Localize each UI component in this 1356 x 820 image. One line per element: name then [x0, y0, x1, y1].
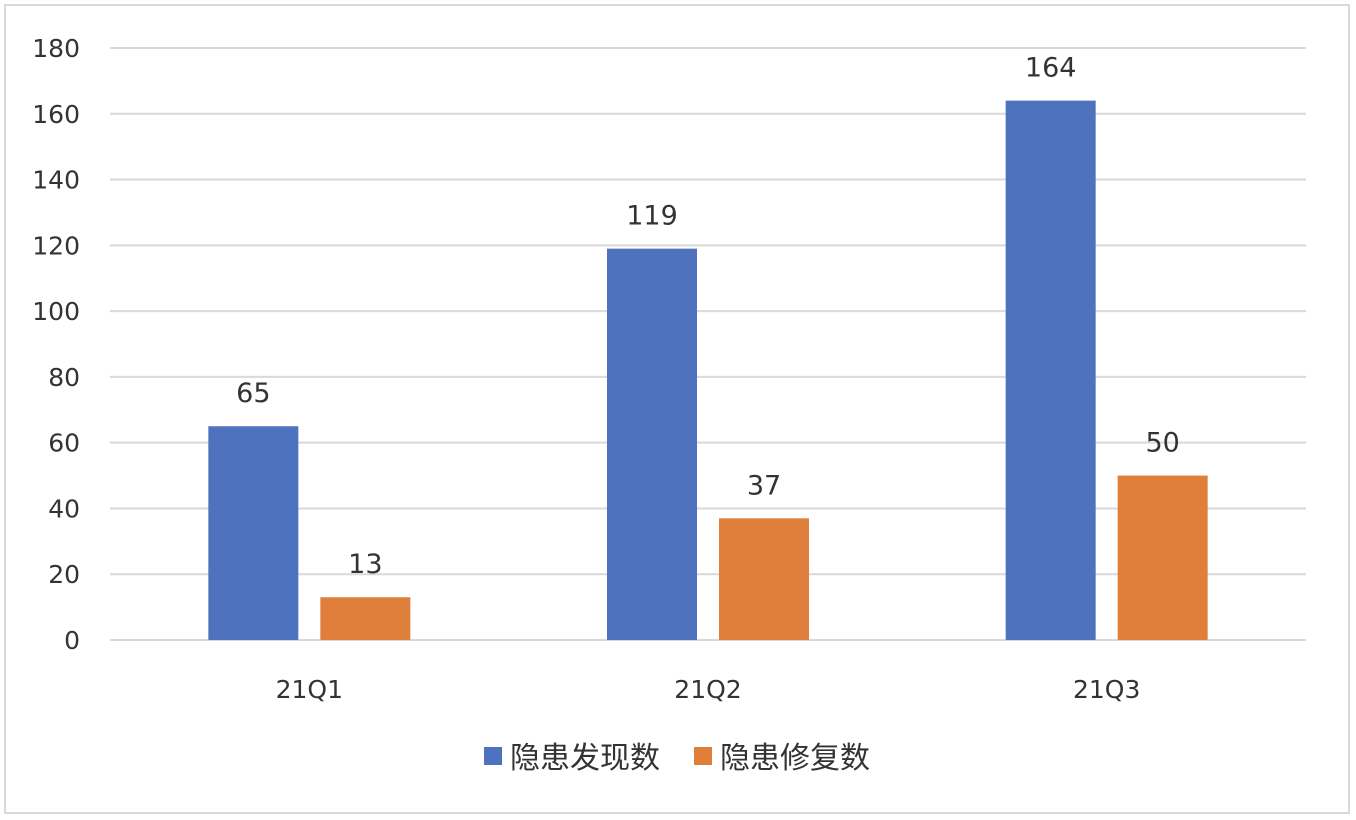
- legend-item: 隐患发现数: [484, 741, 660, 776]
- x-tick-label: 21Q3: [1073, 675, 1140, 704]
- x-tick-label: 21Q1: [276, 675, 343, 704]
- bar-21Q2-series-2: [719, 518, 809, 640]
- data-label: 65: [236, 378, 270, 409]
- y-tick-label: 120: [32, 231, 80, 260]
- y-tick-label: 40: [48, 494, 80, 523]
- legend-label: 隐患发现数: [510, 741, 660, 776]
- y-tick-label: 80: [48, 363, 80, 392]
- y-tick-label: 140: [32, 166, 80, 195]
- legend-item: 隐患修复数: [694, 741, 870, 776]
- chart-frame: 0 20 40 60 80 100 120 140 160 180 65 13 119 37 164 50 …: [4, 4, 1350, 814]
- x-axis-categories: 21Q1 21Q2 21Q3: [276, 675, 1141, 704]
- bar-21Q2-series-1: [607, 248, 697, 640]
- bar-21Q3-series-1: [1005, 100, 1096, 641]
- bars: [208, 100, 1208, 641]
- y-tick-label: 180: [32, 34, 80, 63]
- data-labels: 65 13 119 37 164 50: [236, 53, 1180, 581]
- gridlines: [110, 47, 1306, 641]
- y-tick-label: 20: [48, 560, 80, 589]
- y-axis-ticks: 0 20 40 60 80 100 120 140 160 180: [32, 34, 80, 655]
- bar-21Q1-series-1: [208, 426, 299, 640]
- bar-21Q3-series-2: [1117, 475, 1208, 640]
- data-label: 119: [626, 201, 678, 232]
- bar-21Q1-series-2: [320, 597, 411, 640]
- data-label: 50: [1145, 428, 1179, 459]
- legend-label: 隐患修复数: [720, 741, 870, 776]
- legend-swatch: [694, 747, 712, 765]
- x-tick-label: 21Q2: [674, 675, 741, 704]
- legend-swatch: [484, 747, 502, 765]
- y-tick-label: 60: [48, 429, 80, 458]
- y-tick-label: 100: [32, 297, 80, 326]
- data-label: 13: [348, 549, 382, 580]
- legend: 隐患发现数 隐患修复数: [484, 741, 870, 776]
- y-tick-label: 0: [64, 626, 80, 655]
- data-label: 37: [747, 470, 781, 501]
- y-tick-label: 160: [32, 100, 80, 129]
- data-label: 164: [1025, 53, 1077, 84]
